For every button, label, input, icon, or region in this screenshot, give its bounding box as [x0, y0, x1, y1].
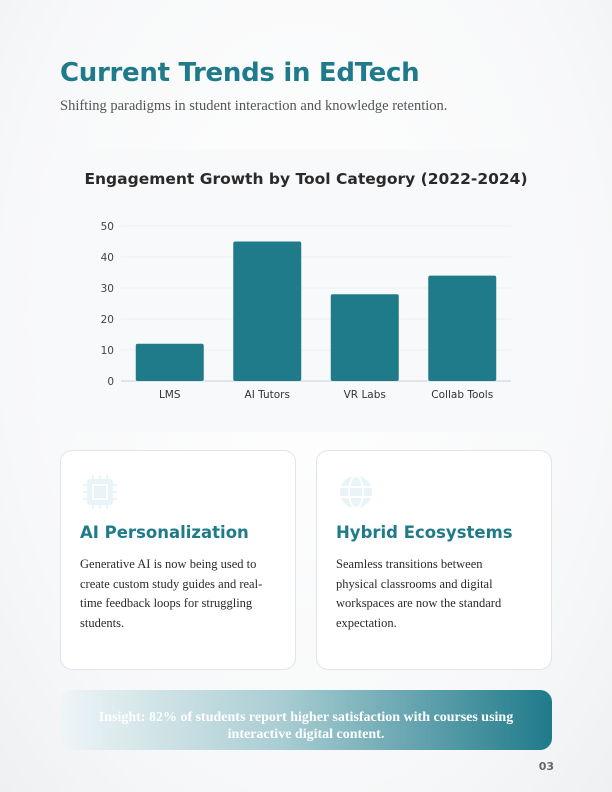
- card-text: Seamless transitions between physical cl…: [336, 557, 502, 630]
- y-tick-label: 20: [101, 314, 114, 326]
- x-tick-label: LMS: [159, 389, 181, 401]
- bar-chart: 0 10 20 30 40 50 LMS AI Tutors VR Labs Collab Too…: [101, 221, 511, 401]
- bar: [428, 275, 497, 381]
- card-ai-personalization: AI Personalization Generative AI is now …: [60, 450, 296, 670]
- card-title: Hybrid Ecosystems: [336, 523, 513, 542]
- chart-card: Engagement Growth by Tool Category (2022…: [60, 150, 552, 432]
- x-tick-label: VR Labs: [344, 389, 386, 401]
- page-subtitle: Shifting paradigms in student interactio…: [60, 98, 448, 114]
- bar: [330, 294, 399, 381]
- y-tick-label: 10: [101, 345, 114, 357]
- y-tick-label: 30: [101, 283, 114, 295]
- y-tick-label: 50: [101, 221, 114, 233]
- card-text: Generative AI is now being used to creat…: [80, 557, 263, 630]
- chart-title: Engagement Growth by Tool Category (2022…: [84, 170, 528, 188]
- card-title: AI Personalization: [80, 523, 249, 542]
- globe-icon: [340, 475, 372, 509]
- bar: [233, 241, 302, 381]
- x-tick-label: AI Tutors: [245, 389, 290, 401]
- insight-banner: Insight: 82% of students report higher s…: [60, 690, 552, 750]
- y-tick-label: 0: [107, 376, 114, 388]
- x-tick-label: Collab Tools: [431, 389, 493, 401]
- page-title: Current Trends in EdTech: [60, 58, 420, 88]
- bar: [135, 343, 204, 381]
- y-tick-label: 40: [101, 252, 114, 264]
- card-hybrid-ecosystems: Hybrid Ecosystems Seamless transitions b…: [316, 450, 552, 670]
- cpu-chip-icon: [83, 475, 117, 509]
- page-number: 03: [538, 760, 554, 773]
